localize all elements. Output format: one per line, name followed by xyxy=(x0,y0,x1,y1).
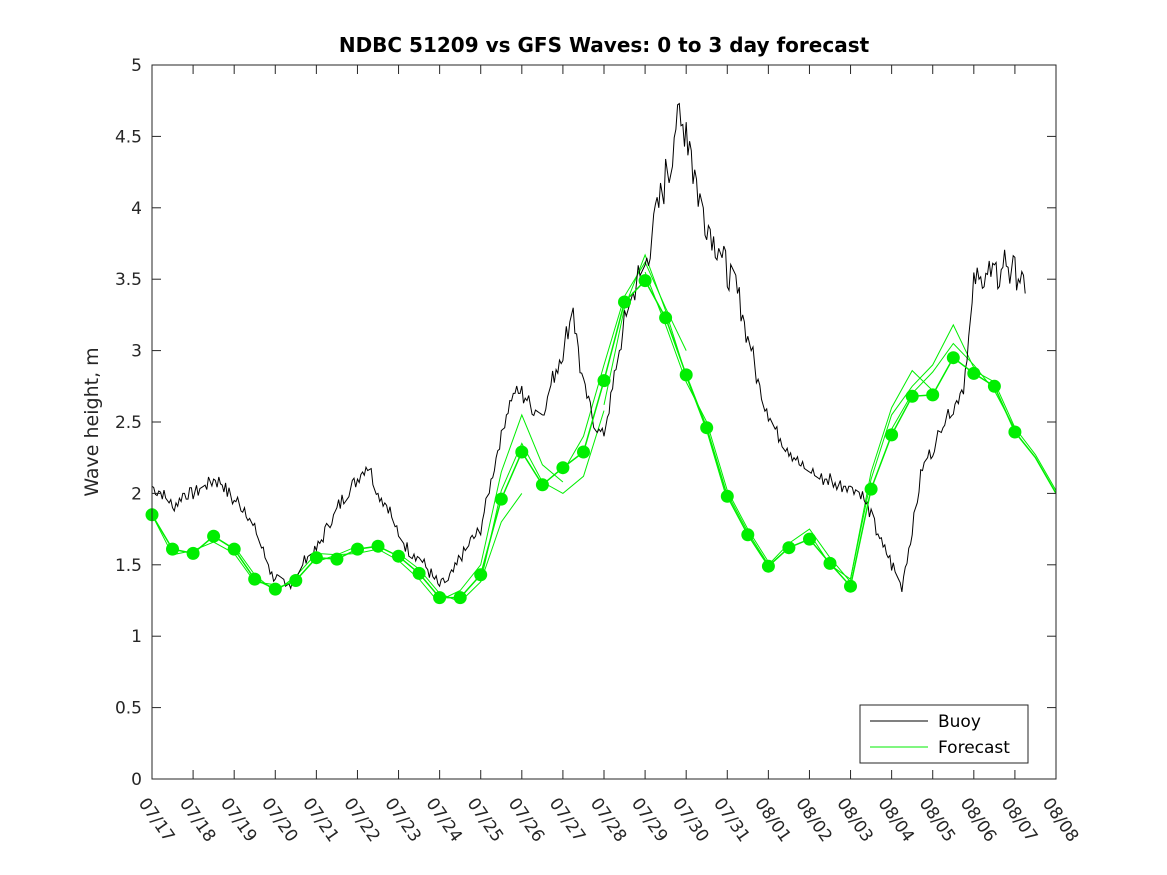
y-tick-label: 4.5 xyxy=(115,127,142,147)
forecast-marker-1 xyxy=(166,542,179,556)
forecast-marker-36 xyxy=(885,428,899,442)
legend-buoy-label: Buoy xyxy=(938,712,981,732)
forecast-marker-33 xyxy=(823,556,837,570)
forecast-marker-29 xyxy=(741,528,755,542)
forecast-marker-2 xyxy=(186,546,200,560)
forecast-marker-6 xyxy=(268,582,282,596)
forecast-marker-5 xyxy=(248,572,262,586)
forecast-marker-18 xyxy=(515,445,529,459)
forecast-markers-group xyxy=(145,274,1022,605)
forecast-marker-40 xyxy=(967,366,981,380)
forecast-marker-38 xyxy=(926,388,940,402)
legend: Buoy Forecast xyxy=(859,704,1029,764)
forecast-marker-31 xyxy=(782,541,796,555)
y-tick-label: 4 xyxy=(131,199,142,219)
y-tick-label: 3.5 xyxy=(115,270,142,290)
forecast-marker-3 xyxy=(207,529,221,543)
forecast-marker-4 xyxy=(227,542,241,556)
forecast-marker-32 xyxy=(803,532,816,546)
y-axis-label: Wave height, m xyxy=(81,347,103,496)
forecast-marker-7 xyxy=(289,574,303,587)
y-tick-label: 0.5 xyxy=(115,699,142,719)
forecast-marker-22 xyxy=(597,374,611,388)
forecast-marker-9 xyxy=(330,552,344,566)
chart-title: NDBC 51209 vs GFS Waves: 0 to 3 day fore… xyxy=(339,33,870,57)
forecast-run-line-11 xyxy=(850,323,975,580)
y-ticks-group: 0 0.5 1 1.5 2 2.5 3 3.5 4 4.5 5 xyxy=(115,56,1056,790)
forecast-marker-34 xyxy=(844,579,857,593)
forecast-marker-25 xyxy=(659,311,673,325)
forecast-marker-11 xyxy=(371,539,385,553)
plot-area xyxy=(145,65,1057,779)
forecast-marker-23 xyxy=(618,295,631,309)
y-tick-label: 2 xyxy=(131,484,142,504)
legend-forecast-label: Forecast xyxy=(938,738,1010,758)
forecast-marker-15 xyxy=(453,591,467,605)
y-tick-label: 5 xyxy=(131,56,142,76)
forecast-marker-20 xyxy=(556,461,570,475)
forecast-marker-17 xyxy=(494,492,508,506)
forecast-marker-19 xyxy=(535,478,549,492)
forecast-marker-27 xyxy=(700,421,714,435)
y-tick-label: 1 xyxy=(131,627,142,647)
forecast-marker-10 xyxy=(351,542,364,556)
forecast-marker-28 xyxy=(720,489,734,503)
y-tick-label: 0 xyxy=(131,770,142,790)
forecast-run-line-4 xyxy=(439,413,564,601)
y-tick-label: 3 xyxy=(131,342,142,362)
forecast-marker-30 xyxy=(761,559,775,573)
y-tick-label: 1.5 xyxy=(115,556,142,576)
forecast-marker-35 xyxy=(864,482,878,496)
forecast-marker-37 xyxy=(905,389,919,403)
forecast-marker-14 xyxy=(433,591,447,605)
forecast-marker-21 xyxy=(577,445,590,459)
y-tick-label: 2.5 xyxy=(115,413,142,433)
forecast-marker-8 xyxy=(309,551,323,565)
legend-box xyxy=(859,704,1029,764)
forecast-marker-26 xyxy=(679,368,693,382)
forecast-marker-13 xyxy=(412,566,426,580)
forecast-marker-42 xyxy=(1008,425,1022,439)
forecast-marker-24 xyxy=(638,274,652,288)
forecast-marker-39 xyxy=(946,351,960,365)
forecast-marker-12 xyxy=(392,549,405,563)
forecast-marker-41 xyxy=(987,379,1001,393)
plot-background xyxy=(152,65,1056,779)
forecast-marker-16 xyxy=(474,568,488,582)
